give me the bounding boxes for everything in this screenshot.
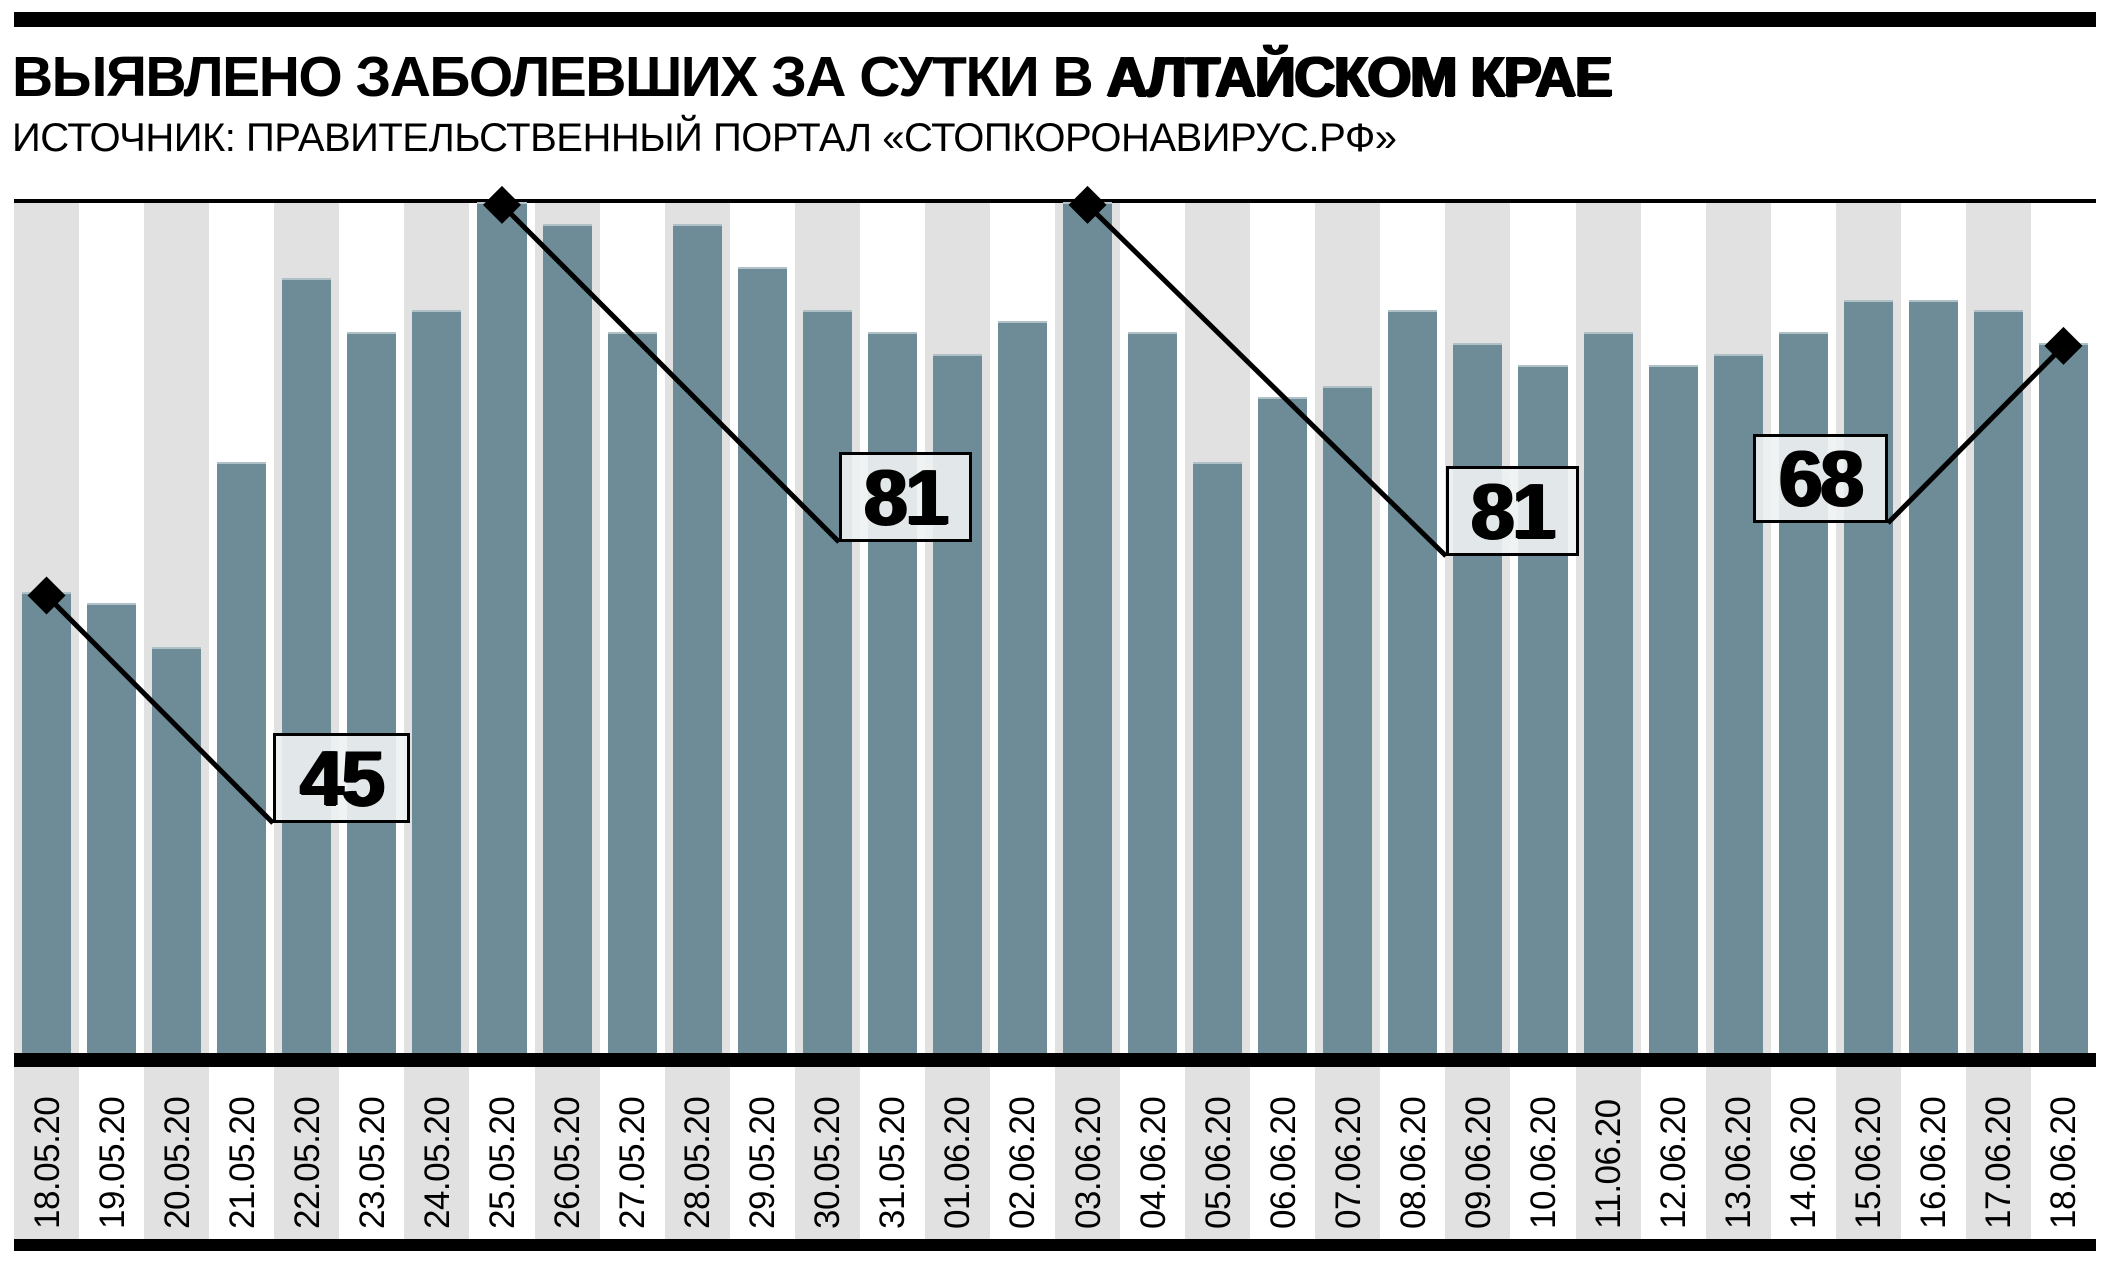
label-band: [1445, 1067, 1511, 1239]
bar-03.06.20: [1063, 201, 1113, 1062]
date-label: 05.06.20: [1198, 1096, 1238, 1229]
date-label: 24.05.20: [417, 1096, 457, 1229]
date-label: 30.05.20: [808, 1096, 848, 1229]
label-band: [1055, 1067, 1121, 1239]
label-band: [794, 1067, 860, 1239]
label-band: [1315, 1067, 1381, 1239]
date-label: 20.05.20: [157, 1096, 197, 1229]
date-label: 23.05.20: [352, 1096, 392, 1229]
callout-label: 81: [864, 452, 949, 541]
date-label: 28.05.20: [678, 1096, 718, 1229]
bar-11.06.20: [1583, 332, 1633, 1062]
header-bar: [14, 12, 2096, 27]
date-label: 18.05.20: [27, 1096, 67, 1229]
date-label: 03.06.20: [1068, 1096, 1108, 1229]
date-label: 11.06.20: [1589, 1099, 1629, 1229]
bottom-rule: [14, 1239, 2096, 1251]
date-label: 02.06.20: [1003, 1096, 1043, 1229]
bar-22.05.20: [282, 277, 332, 1062]
label-band: [534, 1067, 600, 1239]
label-band: [1705, 1067, 1771, 1239]
date-label: 01.06.20: [938, 1096, 978, 1229]
date-label: 29.05.20: [743, 1096, 783, 1229]
bar-05.06.20: [1193, 462, 1243, 1062]
callout-box-18.06.20: 68: [1753, 434, 1888, 523]
date-label: 27.05.20: [613, 1096, 653, 1229]
date-label: 17.06.20: [1979, 1096, 2019, 1229]
bar-17.06.20: [1973, 310, 2023, 1062]
bar-27.05.20: [607, 332, 657, 1062]
bar-28.05.20: [672, 223, 722, 1062]
date-label: 18.06.20: [2044, 1096, 2084, 1229]
bar-16.06.20: [1908, 299, 1958, 1062]
date-label: 10.06.20: [1523, 1096, 1563, 1229]
date-label: 16.06.20: [1914, 1096, 1954, 1229]
date-label: 21.05.20: [222, 1096, 262, 1229]
label-band: [144, 1067, 210, 1239]
callout-label: 81: [1471, 466, 1556, 555]
bar-30.05.20: [802, 310, 852, 1062]
label-band: [1965, 1067, 2031, 1239]
date-label: 04.06.20: [1133, 1096, 1173, 1229]
bar-24.05.20: [412, 310, 462, 1062]
title-rule: [14, 199, 2096, 203]
label-band: [664, 1067, 730, 1239]
bar-18.06.20: [2038, 342, 2088, 1062]
bar-08.06.20: [1388, 310, 1438, 1062]
date-label: 13.06.20: [1719, 1096, 1759, 1229]
label-band: [924, 1067, 990, 1239]
bar-26.05.20: [542, 223, 592, 1062]
date-label: 14.06.20: [1784, 1096, 1824, 1229]
bar-20.05.20: [152, 646, 202, 1062]
date-label: 07.06.20: [1328, 1096, 1368, 1229]
label-band: [14, 1067, 80, 1239]
chart-title-regular: ВЫЯВЛЕНО ЗАБОЛЕВШИХ ЗА СУТКИ В: [12, 45, 1107, 109]
date-label: 08.06.20: [1393, 1096, 1433, 1229]
label-band: [1185, 1067, 1251, 1239]
date-label: 31.05.20: [873, 1096, 913, 1229]
chart-title: ВЫЯВЛЕНО ЗАБОЛЕВШИХ ЗА СУТКИ В АЛТАЙСКОМ…: [12, 44, 2092, 109]
callout-label: 45: [300, 733, 385, 822]
bar-06.06.20: [1258, 397, 1308, 1062]
bar-02.06.20: [997, 321, 1047, 1062]
bar-07.06.20: [1323, 386, 1373, 1062]
bar-12.06.20: [1648, 364, 1698, 1062]
bar-25.05.20: [477, 201, 527, 1062]
bar-31.05.20: [867, 332, 917, 1062]
callout-box-03.06.20: 81: [1446, 466, 1579, 556]
bar-19.05.20: [87, 603, 137, 1062]
date-label: 09.06.20: [1458, 1096, 1498, 1229]
bar-04.06.20: [1128, 332, 1178, 1062]
label-band: [404, 1067, 470, 1239]
date-label: 06.06.20: [1263, 1096, 1303, 1229]
label-band: [1575, 1067, 1641, 1239]
bar-15.06.20: [1843, 299, 1893, 1062]
date-label: 26.05.20: [548, 1096, 588, 1229]
chart-source: ИСТОЧНИК: ПРАВИТЕЛЬСТВЕННЫЙ ПОРТАЛ «СТОП…: [12, 116, 1397, 160]
callout-box-18.05.20: 45: [273, 733, 410, 823]
label-band: [1835, 1067, 1901, 1239]
bar-29.05.20: [737, 267, 787, 1062]
date-label: 22.05.20: [287, 1096, 327, 1229]
date-label: 19.05.20: [92, 1096, 132, 1229]
bar-18.05.20: [22, 592, 72, 1062]
date-label: 15.06.20: [1849, 1096, 1889, 1229]
date-label: 25.05.20: [482, 1096, 522, 1229]
bar-09.06.20: [1453, 342, 1503, 1062]
date-label: 12.06.20: [1654, 1096, 1694, 1229]
bar-21.05.20: [217, 462, 267, 1062]
bar-23.05.20: [347, 332, 397, 1062]
callout-label: 68: [1779, 434, 1864, 522]
chart-title-bold: АЛТАЙСКОМ КРАЕ: [1106, 45, 1613, 109]
x-axis-line: [14, 1053, 2096, 1067]
label-band: [274, 1067, 340, 1239]
callout-box-25.05.20: 81: [839, 452, 972, 542]
